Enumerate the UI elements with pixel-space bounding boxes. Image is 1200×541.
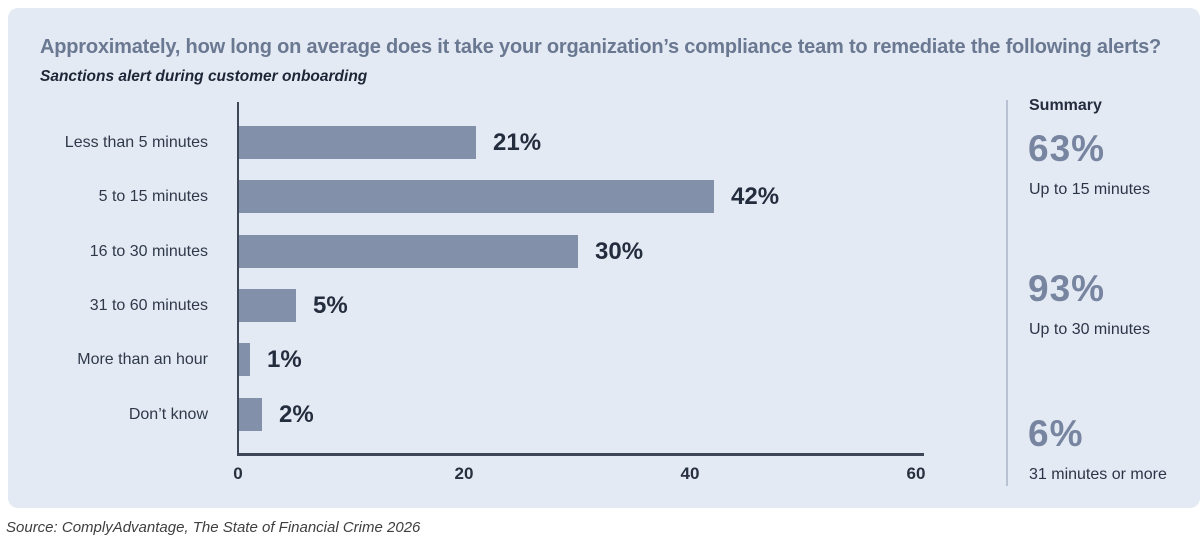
x-axis-line (237, 453, 924, 456)
x-tick-label: 60 (906, 464, 926, 483)
x-tick-label: 40 (680, 464, 700, 483)
summary-item-label: Up to 15 minutes (1029, 181, 1150, 198)
summary-item-label: Up to 30 minutes (1029, 321, 1150, 338)
source-note: Source: ComplyAdvantage, The State of Fi… (6, 519, 421, 536)
x-tick-label: 0 (233, 464, 243, 483)
bar (239, 180, 714, 214)
bar (239, 397, 262, 431)
bar (239, 288, 296, 322)
value-label: 21% (493, 129, 542, 156)
bar (239, 234, 578, 268)
summary-value: 63% (1028, 128, 1106, 169)
chart-card: Approximately, how long on average does … (8, 8, 1200, 508)
chart-subtitle: Sanctions alert during customer onboardi… (40, 68, 368, 85)
chart-title: Approximately, how long on average does … (40, 36, 1162, 58)
bar (239, 343, 250, 377)
x-tick-label: 20 (454, 464, 474, 483)
summary-value: 93% (1028, 268, 1106, 309)
category-label: 5 to 15 minutes (98, 188, 208, 206)
value-label: 42% (731, 183, 780, 211)
value-label: 1% (267, 346, 302, 374)
value-label: 2% (279, 400, 314, 428)
summary-divider-line (1006, 100, 1008, 486)
summary-heading: Summary (1029, 97, 1102, 114)
category-label: 31 to 60 minutes (89, 296, 208, 314)
summary-item-label: 31 minutes or more (1029, 466, 1167, 483)
summary-value: 6% (1028, 413, 1084, 454)
value-label: 30% (595, 237, 644, 265)
category-label: More than an hour (77, 351, 208, 369)
value-label: 5% (313, 291, 348, 319)
category-label: Less than 5 minutes (64, 134, 208, 151)
category-label: Don’t know (128, 405, 208, 423)
y-axis-line (237, 102, 239, 456)
bar (239, 126, 476, 159)
category-label: 16 to 30 minutes (89, 242, 208, 260)
